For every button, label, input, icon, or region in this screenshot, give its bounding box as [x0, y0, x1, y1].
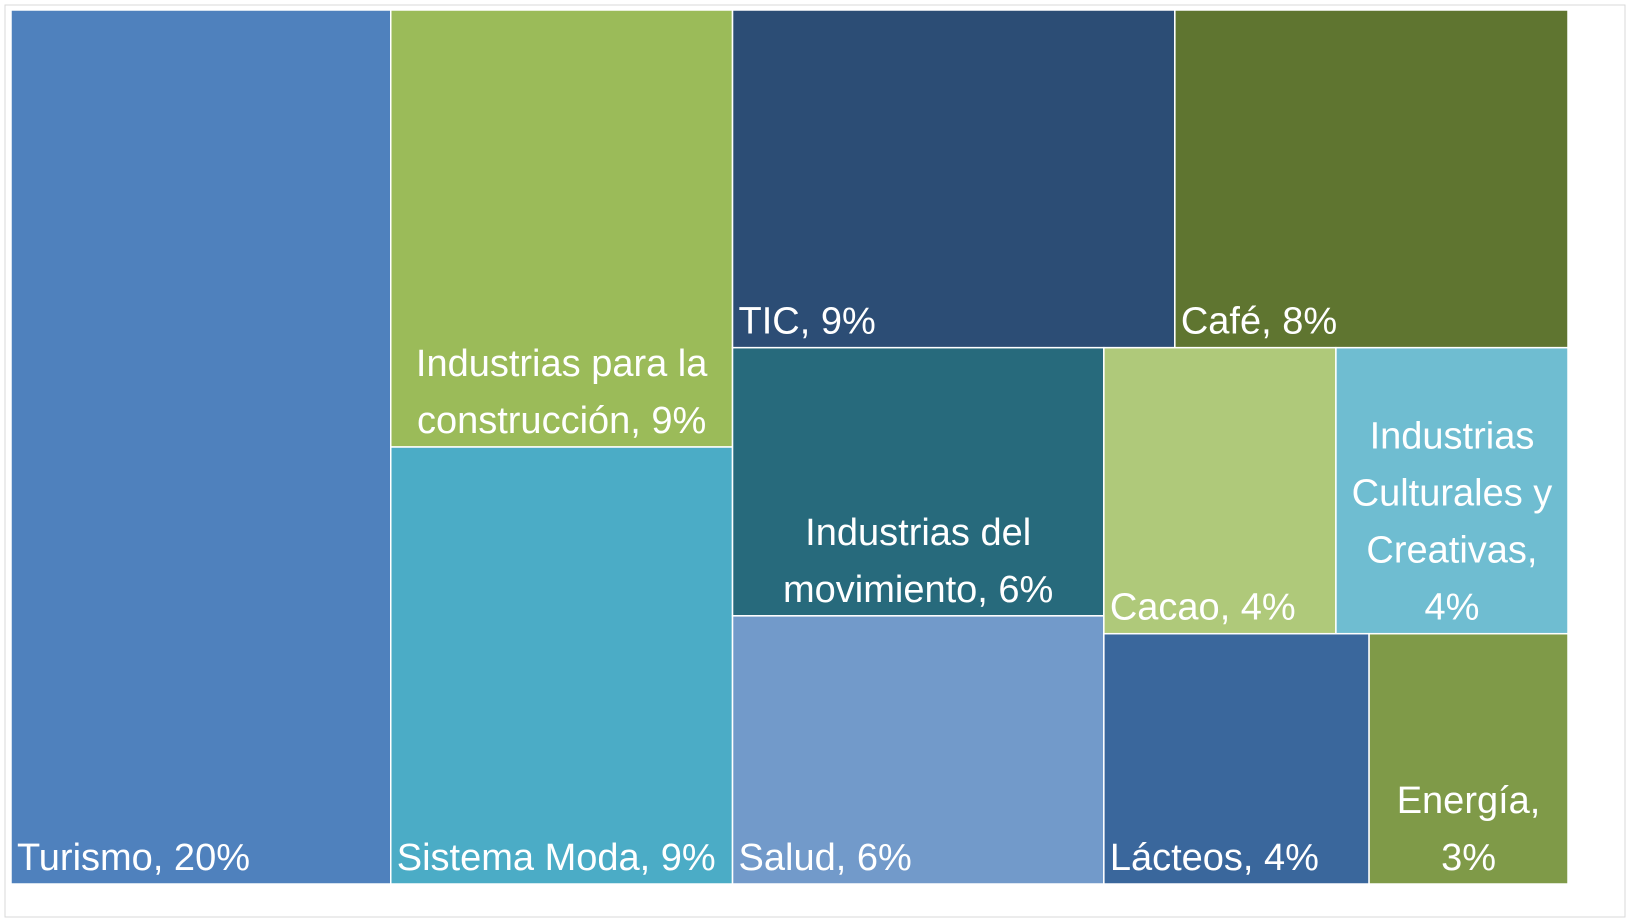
treemap-cell — [10, 9, 392, 885]
data-label: Cacao, 4% — [1110, 587, 1296, 629]
data-label: Salud, 6% — [739, 837, 912, 879]
data-label: Industrias para la construcción, 9% — [416, 343, 708, 442]
treemap-cell — [731, 9, 1176, 349]
treemap-cell — [1103, 632, 1370, 885]
data-label: Sistema Moda, 9% — [397, 837, 716, 879]
treemap-cell — [390, 446, 734, 885]
data-label: Turismo, 20% — [17, 837, 250, 879]
treemap-cell — [390, 9, 734, 448]
data-label-line: Industrias del — [805, 512, 1031, 554]
treemap-cell — [731, 615, 1105, 885]
data-label-line: 3% — [1441, 837, 1496, 879]
data-label-line: 4% — [1425, 587, 1480, 629]
data-label: TIC, 9% — [739, 301, 876, 343]
data-label-line: Creativas, — [1366, 530, 1537, 572]
data-label: Energía, 3% — [1397, 780, 1541, 879]
data-label-line: movimiento, 6% — [783, 569, 1053, 611]
data-label: Café, 8% — [1181, 301, 1337, 343]
treemap-cell — [1368, 632, 1569, 885]
data-label: Industrias del movimiento, 6% — [783, 512, 1053, 611]
chart-frame — [4, 4, 1626, 918]
data-label-line: Industrias para la — [416, 343, 708, 385]
data-label: Industrias Culturales y Creativas, 4% — [1352, 416, 1553, 629]
treemap-cell — [1174, 9, 1569, 349]
treemap-cell — [731, 346, 1105, 617]
treemap-cell — [1103, 346, 1337, 635]
data-label-line: construcción, 9% — [417, 400, 706, 442]
data-label-line: Energía, — [1397, 780, 1541, 822]
data-label-line: Industrias — [1370, 416, 1535, 458]
data-label: Lácteos, 4% — [1110, 837, 1319, 879]
data-label-line: Culturales y — [1352, 473, 1553, 515]
